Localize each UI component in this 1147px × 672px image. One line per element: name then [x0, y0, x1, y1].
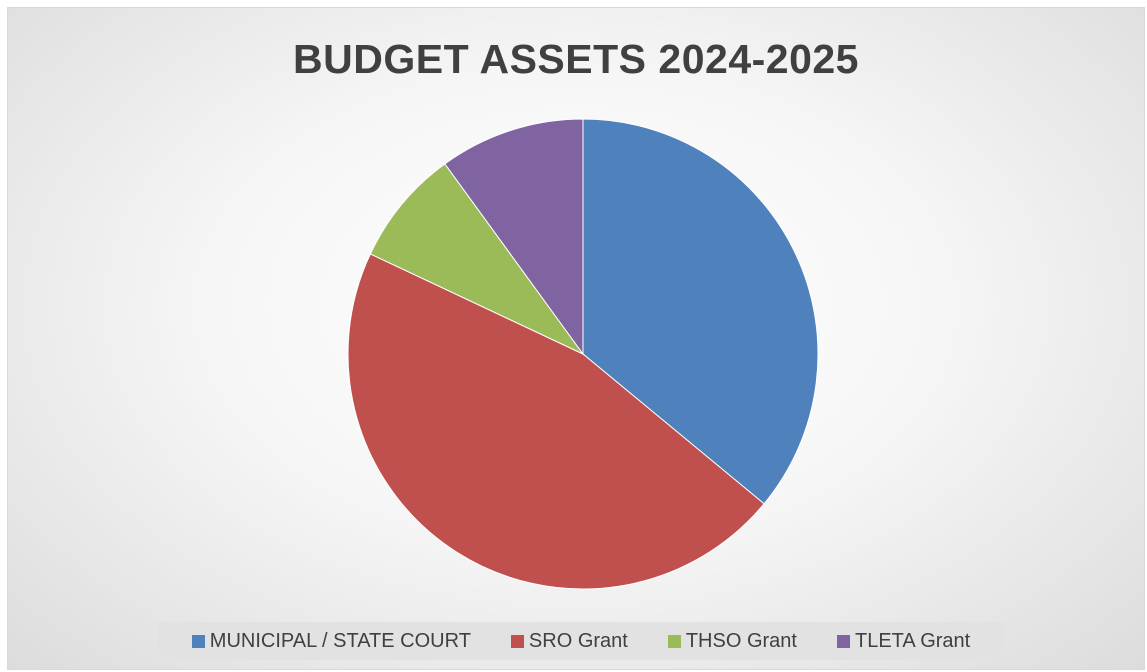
legend-label-sro-grant: SRO Grant	[528, 629, 628, 652]
pie-slice-municipal-state-court	[582, 118, 819, 505]
legend-swatch-municipal-state-court	[191, 634, 205, 648]
legend-label-municipal-state-court: MUNICIPAL / STATE COURT	[209, 629, 471, 652]
pie-slice-thso-grant	[369, 163, 584, 355]
legend-item-thso-grant: THSO Grant	[667, 629, 797, 653]
chart-area: BUDGET ASSETS 2024-2025 MUNICIPAL / STAT…	[7, 7, 1145, 670]
pie-chart	[347, 118, 819, 590]
chart-title: BUDGET ASSETS 2024-2025	[293, 36, 859, 82]
legend-item-tleta-grant: TLETA Grant	[836, 629, 971, 653]
pie-slice-tleta-grant	[444, 118, 584, 356]
legend-label-thso-grant: THSO Grant	[685, 629, 797, 652]
pie-slice-sro-grant	[347, 253, 765, 590]
legend-item-municipal-state-court: MUNICIPAL / STATE COURT	[191, 629, 471, 653]
legend-label-tleta-grant: TLETA Grant	[854, 629, 971, 652]
legend-swatch-tleta-grant	[836, 634, 850, 648]
legend-swatch-sro-grant	[510, 634, 524, 648]
legend: MUNICIPAL / STATE COURT SRO Grant THSO G…	[158, 622, 1004, 660]
legend-item-sro-grant: SRO Grant	[510, 629, 628, 653]
legend-swatch-thso-grant	[667, 634, 681, 648]
